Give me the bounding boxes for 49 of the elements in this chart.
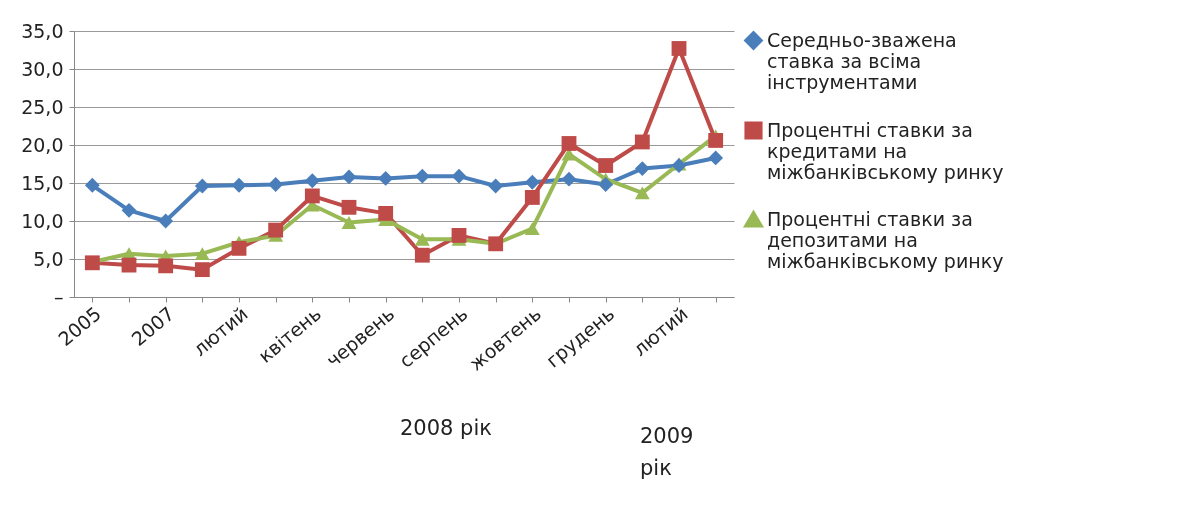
point [561, 136, 577, 151]
point [378, 205, 394, 221]
point [634, 134, 650, 150]
point [121, 202, 137, 218]
text: 2009 рік [640, 423, 695, 482]
point [378, 171, 394, 186]
point [414, 247, 430, 263]
y-tick-label: 15,0 [21, 171, 64, 194]
text: 2008 рік [400, 415, 492, 442]
point [634, 161, 650, 176]
point [304, 173, 320, 189]
y-tick-label: 20,0 [21, 133, 64, 156]
point [194, 178, 210, 194]
point [268, 177, 284, 192]
point [524, 190, 540, 205]
point [598, 158, 614, 173]
point [671, 41, 687, 56]
point [414, 168, 430, 184]
point [708, 150, 724, 166]
point [524, 174, 540, 190]
point [268, 222, 284, 238]
point [341, 169, 357, 185]
point [451, 168, 467, 184]
y-tick-label: 5,0 [33, 247, 64, 270]
point [561, 171, 577, 187]
point [194, 262, 210, 278]
legend-label: Процентні ставки за кредитами на міжбанківському ринку [767, 118, 1004, 183]
point [231, 177, 247, 193]
point [634, 186, 650, 200]
point [194, 247, 210, 261]
y-tick-label: 10,0 [21, 209, 64, 232]
point [231, 240, 247, 256]
y-tick-label: 30,0 [21, 57, 64, 80]
point [341, 216, 357, 229]
point [414, 232, 430, 246]
point [451, 228, 467, 243]
point [158, 258, 174, 274]
point [304, 188, 320, 204]
point [84, 177, 100, 193]
point [158, 213, 174, 229]
legend-label: Середньо-зважена ставка за всіма інструментами [767, 28, 957, 93]
y-tick-label: – [54, 285, 64, 308]
point [341, 199, 357, 215]
y-tick-label: 25,0 [21, 95, 64, 118]
point [488, 178, 504, 194]
y-tick-label: 35,0 [21, 19, 64, 42]
point [598, 177, 614, 192]
legend-label: Процентні ставки за депозитами на міжбанківському ринку [767, 207, 1004, 272]
point [524, 222, 540, 236]
